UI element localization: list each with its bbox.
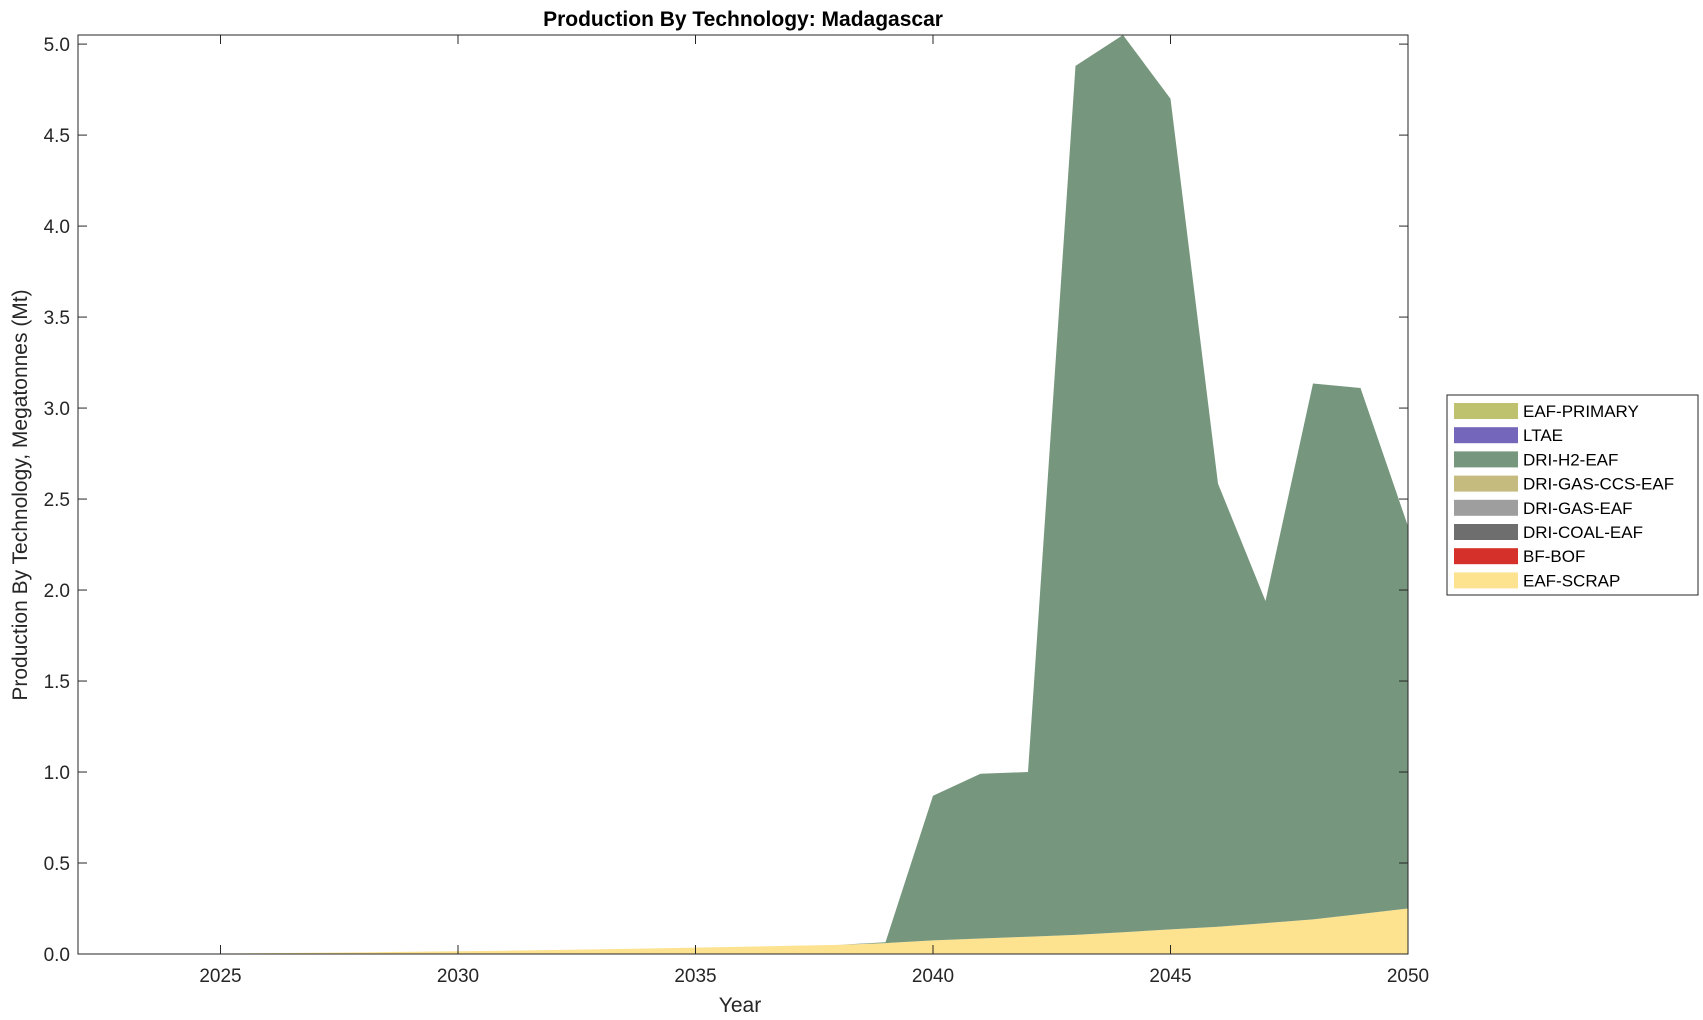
y-tick-label: 1.0 bbox=[44, 763, 70, 784]
legend-label-eaf-primary: EAF-PRIMARY bbox=[1523, 402, 1639, 421]
y-tick-label: 3.5 bbox=[44, 308, 70, 329]
legend-swatch-bf-bof bbox=[1454, 548, 1518, 565]
legend-swatch-eaf-primary bbox=[1454, 403, 1518, 419]
y-tick-label: 1.5 bbox=[44, 672, 70, 693]
legend-swatch-dri-h2-eaf bbox=[1454, 451, 1518, 468]
x-tick-label: 2035 bbox=[674, 966, 716, 987]
y-tick-label: 0.5 bbox=[44, 854, 70, 875]
plot-frame bbox=[77, 34, 1409, 955]
axis-ticks: 2025 2030 2035 2040 2045 2050 0.0 0.5 1.0 1.5 2.0 2… bbox=[44, 35, 1429, 987]
y-axis-title: Production By Technology, Megatonnes (Mt… bbox=[9, 289, 32, 700]
x-tick-label: 2025 bbox=[199, 966, 241, 987]
legend-label-ltae: LTAE bbox=[1523, 426, 1563, 445]
x-tick-label: 2040 bbox=[912, 966, 954, 987]
legend-swatch-eaf-scrap bbox=[1454, 572, 1518, 589]
legend-swatch-dri-gas-eaf bbox=[1454, 499, 1518, 516]
legend-swatch-dri-coal-eaf bbox=[1454, 524, 1518, 540]
legend: EAF-PRIMARY LTAE DRI-H2-EAF DRI-GAS-CCS-EAF… bbox=[1446, 394, 1699, 596]
y-tick-label: 2.5 bbox=[44, 490, 70, 511]
y-tick-label: 5.0 bbox=[44, 35, 70, 56]
area-dri-h2-eaf bbox=[78, 35, 1408, 954]
y-tick-label: 4.0 bbox=[44, 217, 70, 238]
legend-label-eaf-scrap: EAF-SCRAP bbox=[1523, 571, 1620, 590]
area-layers bbox=[78, 35, 1408, 954]
legend-label-dri-gas-eaf: DRI-GAS-EAF bbox=[1523, 499, 1633, 518]
legend-label-dri-gas-ccs-eaf: DRI-GAS-CCS-EAF bbox=[1523, 475, 1674, 494]
legend-swatch-dri-gas-ccs-eaf bbox=[1454, 475, 1518, 492]
legend-swatch-ltae bbox=[1454, 427, 1518, 444]
area-eaf-scrap bbox=[78, 908, 1408, 954]
y-tick-label: 4.5 bbox=[44, 126, 70, 147]
x-tick-label: 2050 bbox=[1387, 966, 1429, 987]
legend-label-dri-h2-eaf: DRI-H2-EAF bbox=[1523, 450, 1618, 469]
legend-label-dri-coal-eaf: DRI-COAL-EAF bbox=[1523, 523, 1643, 542]
y-tick-label: 3.0 bbox=[44, 399, 70, 420]
x-tick-label: 2045 bbox=[1149, 966, 1191, 987]
y-tick-label: 0.0 bbox=[44, 945, 70, 966]
y-tick-label: 2.0 bbox=[44, 581, 70, 602]
legend-label-bf-bof: BF-BOF bbox=[1523, 547, 1585, 566]
x-axis-title: Year bbox=[719, 994, 761, 1017]
x-tick-label: 2030 bbox=[437, 966, 479, 987]
chart-title: Production By Technology: Madagascar bbox=[543, 8, 943, 31]
